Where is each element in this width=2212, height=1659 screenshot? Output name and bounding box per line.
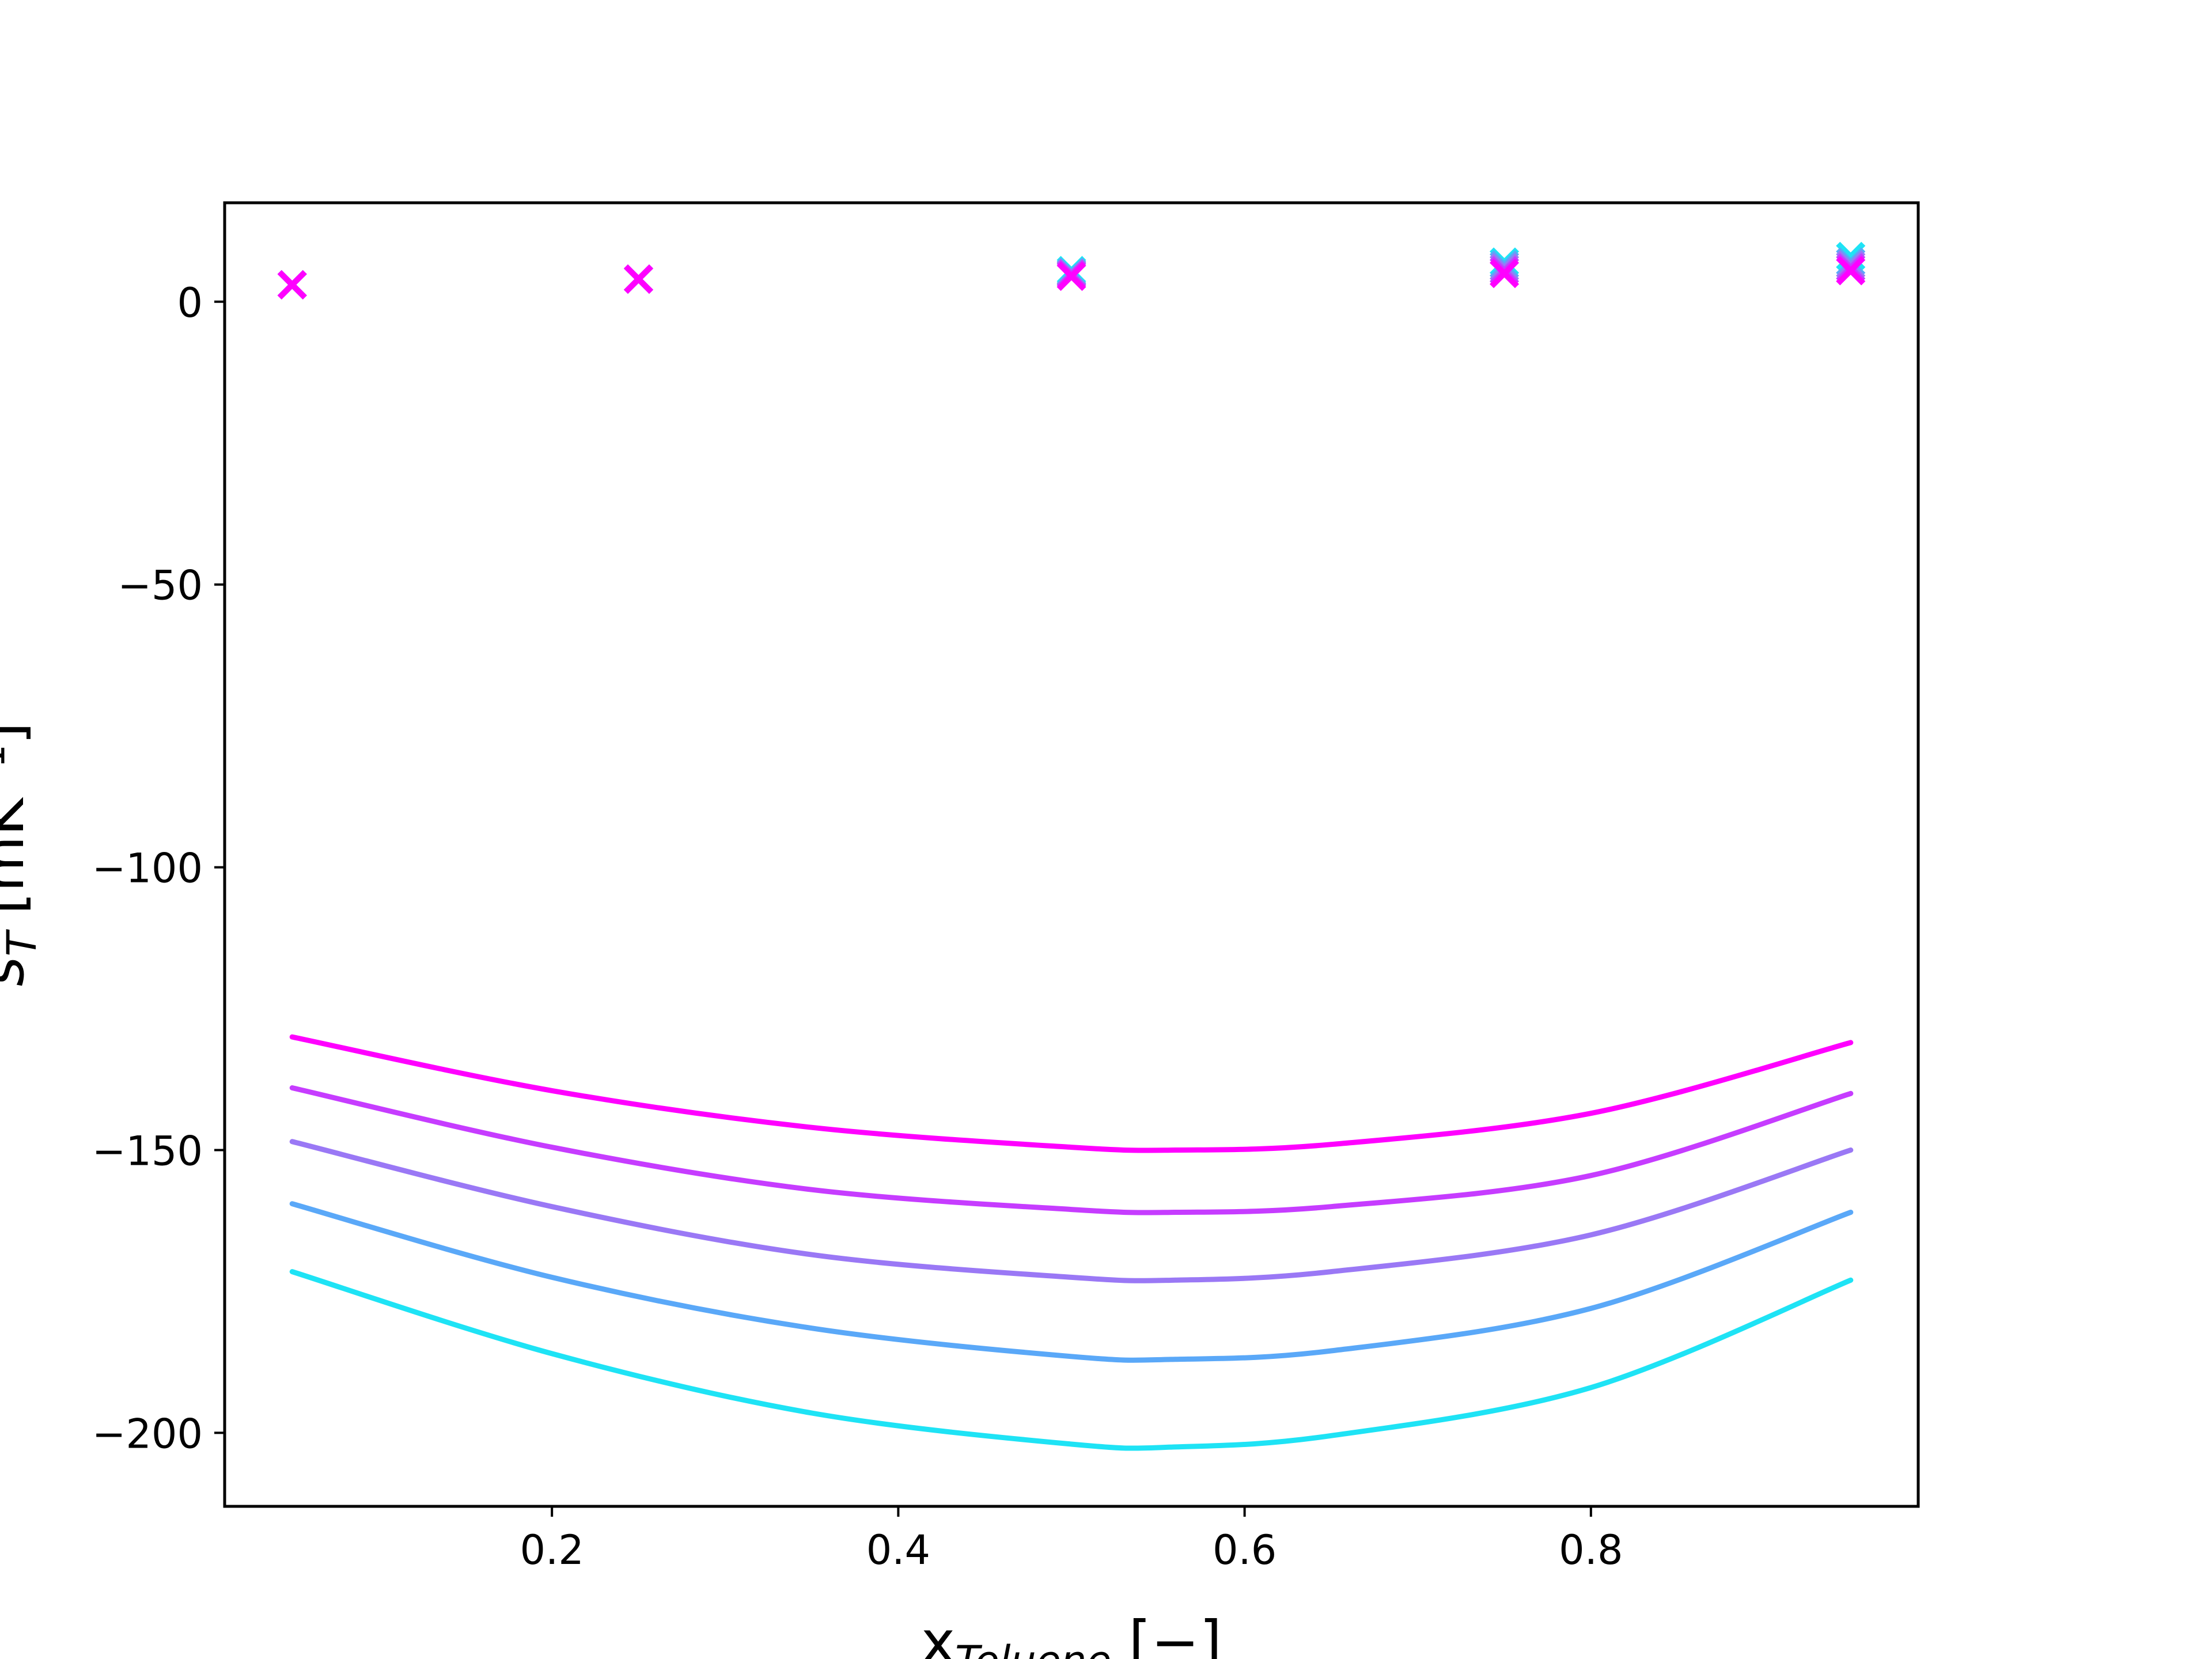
series-1-marker	[623, 264, 654, 294]
x-axis-ticks: 0.2 0.4 0.6 0.8	[520, 1506, 1623, 1574]
y-tick-label: −100	[92, 845, 203, 892]
series-1-marker	[1836, 256, 1866, 286]
y-axis-label: sT [mK⁻¹]	[0, 722, 46, 987]
x-axis-label-main: x	[921, 1608, 955, 1659]
x-tick-label: 0.8	[1559, 1527, 1623, 1574]
x-axis-label-sub: Toluene	[955, 1637, 1111, 1659]
series-layer	[289, 1034, 1854, 1451]
series-4-line	[289, 1201, 1854, 1363]
series-2-line	[289, 1085, 1854, 1215]
x-tick-label: 0.2	[520, 1527, 584, 1574]
y-tick-label: 0	[177, 279, 203, 327]
y-tick-label: −50	[118, 562, 203, 609]
series-1-line	[289, 1034, 1854, 1153]
series-1-marker	[1056, 262, 1086, 291]
y-axis-ticks: 0 −50 −100 −150 −200	[92, 279, 225, 1457]
series-5-line	[289, 1269, 1854, 1451]
y-tick-label: −200	[92, 1410, 203, 1457]
y-axis-label-main: s	[0, 956, 37, 986]
x-tick-label: 0.4	[866, 1527, 930, 1574]
x-axis-label: xToluene [−]	[921, 1608, 1222, 1659]
x-axis-label-unit: [−]	[1128, 1608, 1222, 1659]
marker-layer	[277, 241, 1866, 300]
plot-frame	[223, 201, 1920, 1508]
y-axis-label-sub: T	[0, 929, 46, 956]
series-1-marker	[1489, 259, 1520, 289]
y-tick-label: −150	[92, 1127, 203, 1175]
y-axis-label-unit: [mK⁻¹]	[0, 722, 37, 915]
series-3-line	[289, 1139, 1854, 1283]
series-1-marker	[277, 270, 307, 300]
x-tick-label: 0.6	[1213, 1527, 1277, 1574]
